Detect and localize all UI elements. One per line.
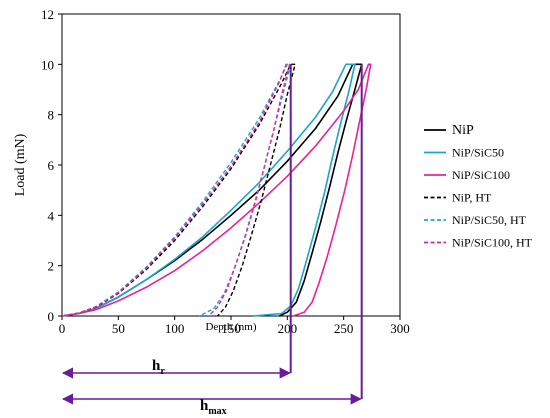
plot-frame: [61, 13, 401, 317]
y-tick-label: 2: [48, 259, 55, 274]
x-tick-label: 250: [334, 321, 354, 336]
x-axis-label: Depth (nm): [205, 321, 256, 333]
y-tick-label: 12: [41, 7, 54, 22]
legend-label: NiP/SiC100, HT: [452, 236, 533, 250]
legend-label: NiP/SiC50, HT: [452, 213, 527, 227]
plot-series: [61, 63, 372, 317]
y-tick-label: 8: [48, 108, 55, 123]
series-line-nip-sic100: [61, 63, 372, 317]
series-line-nip: [61, 63, 363, 317]
x-tick-label: 300: [390, 321, 410, 336]
y-axis-label: Load (mN): [13, 133, 28, 196]
series-line-nip-sic50: [61, 63, 356, 317]
legend-label: NiP, HT: [452, 191, 492, 205]
x-tick-label: 0: [59, 321, 66, 336]
y-tick-label: 0: [48, 309, 55, 324]
x-tick-label: 50: [112, 321, 125, 336]
y-tick-label: 4: [48, 208, 55, 223]
y-tick-label: 10: [41, 57, 54, 72]
axes: 0 50 100 150 200 250 300 0 2 4 6 8 10 12: [41, 7, 410, 336]
annotations: hr hmax: [61, 64, 363, 417]
legend-label: NiP: [452, 123, 474, 138]
hr-label: hr: [152, 358, 165, 377]
x-tick-label: 150: [221, 321, 241, 336]
legend-label: NiP/SiC50: [452, 146, 504, 160]
hmax-label: hmax: [200, 398, 227, 417]
series-line-nip-sic100-ht: [61, 63, 291, 317]
x-tick-label: 200: [278, 321, 298, 336]
y-tick-label: 6: [48, 158, 55, 173]
x-tick-label: 100: [165, 321, 185, 336]
legend: NiP NiP/SiC50 NiP/SiC100 NiP, HT NiP/SiC50, …: [424, 123, 533, 250]
series-line-nip-sic50-ht: [61, 63, 292, 317]
legend-label: NiP/SiC100: [452, 168, 510, 182]
